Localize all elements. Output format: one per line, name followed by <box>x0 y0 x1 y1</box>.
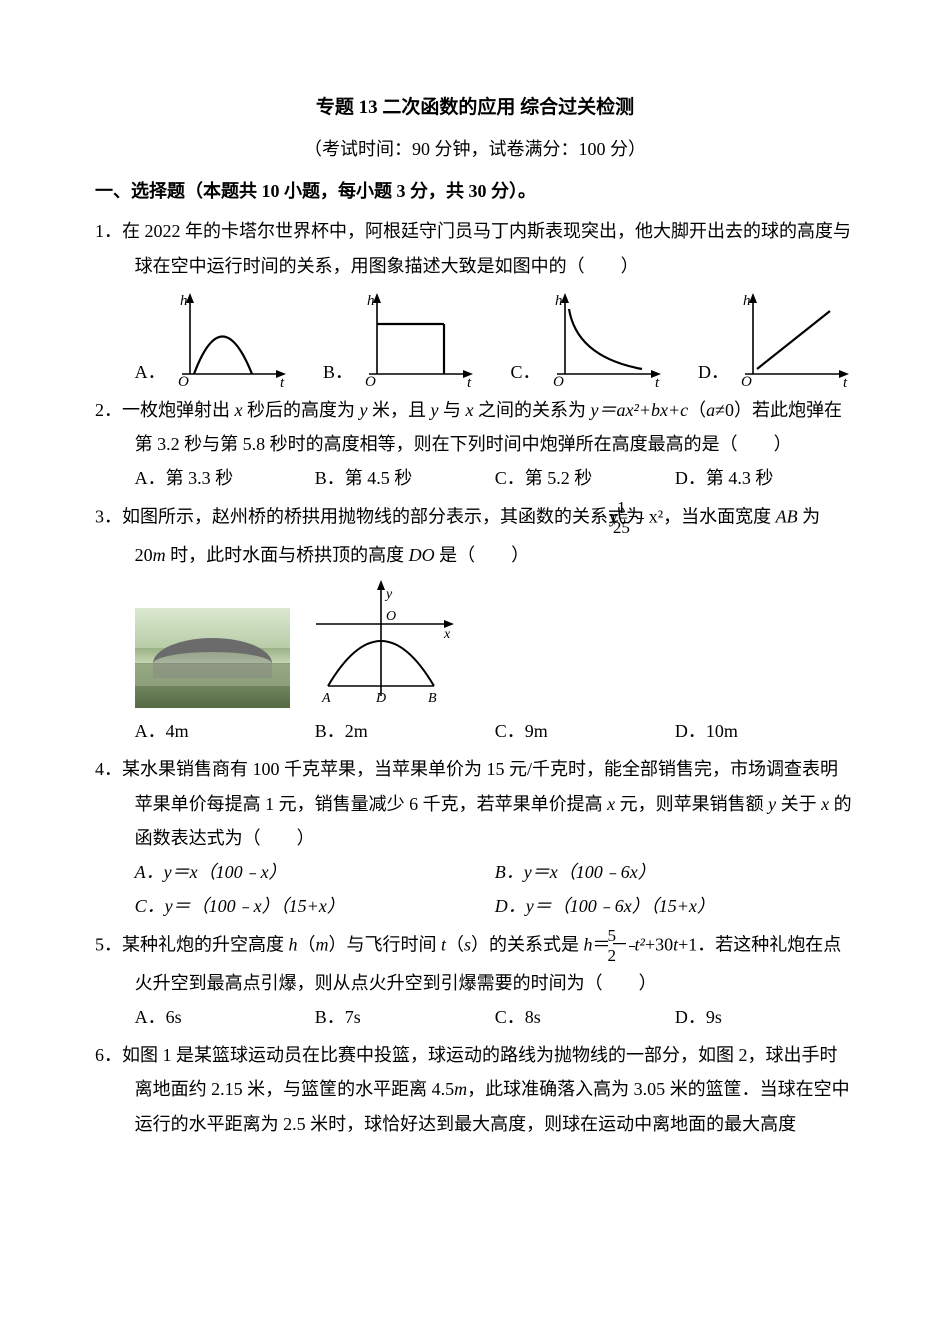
question-5: 5．某种礼炮的升空高度 h（m）与飞行时间 t（s）的关系式是 h＝－52t²+… <box>95 927 855 1034</box>
question-3: 3．如图所示，赵州桥的桥拱用抛物线的部分表示，其函数的关系式为 y=−125 x… <box>95 499 855 748</box>
q1-option-a: A． h t O <box>135 289 292 389</box>
q1-option-b: B． h t O <box>323 289 479 389</box>
question-1: 1．在 2022 年的卡塔尔世界杯中，阿根廷守门员马丁内斯表现突出，他大脚开出去… <box>95 214 855 388</box>
q3-option-a: A．4m <box>135 714 315 748</box>
q2-equation: y＝ax²+bx+c <box>591 400 689 420</box>
q1-option-d: D． h t O <box>698 289 855 389</box>
svg-text:t: t <box>843 375 848 389</box>
svg-text:h: h <box>743 293 751 309</box>
section-heading: 一、选择题（本题共 10 小题，每小题 3 分，共 30 分）。 <box>95 174 855 208</box>
q4-option-c: C．y＝（100﹣x）（15+x） <box>135 889 495 923</box>
svg-text:t: t <box>655 375 660 389</box>
q2-option-a: A．第 3.3 秒 <box>135 461 315 495</box>
q3-text: 3．如图所示，赵州桥的桥拱用抛物线的部分表示，其函数的关系式为 y=−125 x… <box>95 499 855 572</box>
svg-text:A: A <box>321 691 331 706</box>
q4-options-1: A．y＝x（100﹣x） B．y＝x（100﹣6x） <box>95 855 855 889</box>
q2-option-d: D．第 4.3 秒 <box>675 461 855 495</box>
q5-option-a: A．6s <box>135 1000 315 1034</box>
q4-options-2: C．y＝（100﹣x）（15+x） D．y＝（100﹣6x）（15+x） <box>95 889 855 923</box>
q4-option-b: B．y＝x（100﹣6x） <box>495 855 855 889</box>
graph-c-icon: h t O <box>547 289 667 389</box>
svg-text:O: O <box>553 374 564 389</box>
graph-a-icon: h t O <box>172 289 292 389</box>
q3-option-c: C．9m <box>495 714 675 748</box>
svg-text:t: t <box>280 375 285 389</box>
q4-text: 4．某水果销售商有 100 千克苹果，当苹果单价为 15 元/千克时，能全部销售… <box>95 752 855 855</box>
question-4: 4．某水果销售商有 100 千克苹果，当苹果单价为 15 元/千克时，能全部销售… <box>95 752 855 923</box>
svg-text:O: O <box>365 374 376 389</box>
svg-text:y: y <box>384 587 393 602</box>
svg-text:h: h <box>555 293 563 309</box>
svg-text:t: t <box>467 375 472 389</box>
q1-text: 1．在 2022 年的卡塔尔世界杯中，阿根廷守门员马丁内斯表现突出，他大脚开出去… <box>95 214 855 282</box>
q4-option-a: A．y＝x（100﹣x） <box>135 855 495 889</box>
svg-text:O: O <box>178 374 189 389</box>
q2-text: 2．一枚炮弹射出 x 秒后的高度为 y 米，且 y 与 x 之间的关系为 y＝a… <box>95 393 855 461</box>
question-6: 6．如图 1 是某篮球运动员在比赛中投篮，球运动的路线为抛物线的一部分，如图 2… <box>95 1038 855 1141</box>
q3-options: A．4m B．2m C．9m D．10m <box>95 714 855 748</box>
q6-text: 6．如图 1 是某篮球运动员在比赛中投篮，球运动的路线为抛物线的一部分，如图 2… <box>95 1038 855 1141</box>
q5-text: 5．某种礼炮的升空高度 h（m）与飞行时间 t（s）的关系式是 h＝－52t²+… <box>95 927 855 1000</box>
svg-text:h: h <box>180 293 188 309</box>
exam-page: 专题 13 二次函数的应用 综合过关检测 （考试时间：90 分钟，试卷满分：10… <box>0 0 950 1344</box>
q3-option-b: B．2m <box>315 714 495 748</box>
svg-text:D: D <box>375 691 386 706</box>
bridge-photo <box>135 608 290 708</box>
page-subtitle: （考试时间：90 分钟，试卷满分：100 分） <box>95 132 855 166</box>
graph-d-icon: h t O <box>735 289 855 389</box>
q3-option-d: D．10m <box>675 714 855 748</box>
page-title: 专题 13 二次函数的应用 综合过关检测 <box>95 90 855 126</box>
q3-figures: y x O A D B <box>95 578 855 708</box>
svg-text:O: O <box>386 609 396 624</box>
q1-option-c: C． h t O <box>511 289 667 389</box>
svg-text:B: B <box>428 691 437 706</box>
q5-option-b: B．7s <box>315 1000 495 1034</box>
svg-text:O: O <box>741 374 752 389</box>
svg-text:h: h <box>367 293 375 309</box>
question-2: 2．一枚炮弹射出 x 秒后的高度为 y 米，且 y 与 x 之间的关系为 y＝a… <box>95 393 855 496</box>
svg-text:x: x <box>443 627 451 642</box>
q2-option-b: B．第 4.5 秒 <box>315 461 495 495</box>
q1-graph-row: A． h t O B． <box>95 289 855 389</box>
q4-option-d: D．y＝（100﹣6x）（15+x） <box>495 889 855 923</box>
q5-options: A．6s B．7s C．8s D．9s <box>95 1000 855 1034</box>
q3-equation: y=−125 x² <box>649 499 664 538</box>
q2-option-c: C．第 5.2 秒 <box>495 461 675 495</box>
q5-option-c: C．8s <box>495 1000 675 1034</box>
q5-option-d: D．9s <box>675 1000 855 1034</box>
graph-b-icon: h t O <box>359 289 479 389</box>
q2-options: A．第 3.3 秒 B．第 4.5 秒 C．第 5.2 秒 D．第 4.3 秒 <box>95 461 855 495</box>
parabola-diagram-icon: y x O A D B <box>306 578 456 708</box>
